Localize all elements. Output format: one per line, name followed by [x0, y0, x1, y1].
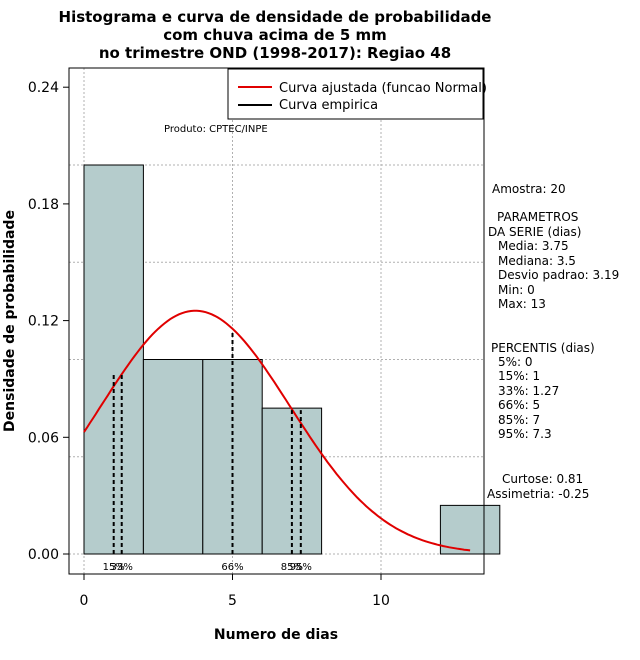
percentile-33: 33%: 1.27	[498, 384, 560, 398]
percentile-label: 15%	[103, 562, 125, 573]
normal-curve-line	[83, 309, 471, 552]
axes: 0.00 0.06 0.12 0.18 0.24 0 5 10	[28, 80, 390, 609]
skewness: Assimetria: -0.25	[487, 487, 590, 501]
x-tick-label: 0	[80, 593, 89, 609]
y-tick-label: 0.18	[28, 197, 59, 213]
stat-max: Max: 13	[498, 297, 546, 311]
legend-label-normal: Curva ajustada (funcao Normal)	[279, 81, 487, 96]
percentile-95: 95%: 7.3	[498, 427, 552, 441]
stat-sd: Desvio padrao: 3.19	[498, 268, 620, 282]
sample-size: Amostra: 20	[492, 182, 566, 196]
percentiles-title: PERCENTIS (dias)	[491, 341, 595, 355]
percentile-66: 66%: 5	[498, 398, 541, 412]
percentile-85: 85%: 7	[498, 413, 541, 427]
percentile-label: 85%	[281, 562, 303, 573]
percentile-5: 5%: 0	[498, 355, 533, 369]
histogram-bars	[83, 164, 501, 555]
x-tick-label: 5	[228, 593, 237, 609]
legend-box	[227, 68, 484, 120]
stat-mean: Media: 3.75	[498, 239, 569, 253]
product-annotation: Produto: CPTEC/INPE	[164, 124, 268, 135]
stat-min: Min: 0	[498, 283, 535, 297]
params-title-1: PARAMETROS	[497, 210, 579, 224]
legend: Curva ajustada (funcao Normal) Curva emp…	[227, 68, 487, 120]
histogram-bar	[142, 359, 204, 555]
chart-title-line2: com chuva acima de 5 mm	[163, 26, 387, 44]
x-axis-label: Numero de dias	[214, 627, 338, 643]
percentile-15: 15%: 1	[498, 369, 541, 383]
y-axis-label: Densidade de probabilidade	[2, 210, 18, 432]
params-title-2: DA SERIE (dias)	[488, 225, 582, 239]
y-tick-label: 0.06	[28, 430, 59, 446]
kurtosis: Curtose: 0.81	[502, 472, 584, 486]
percentile-label: 66%	[221, 562, 243, 573]
stat-median: Mediana: 3.5	[498, 254, 576, 268]
percentile-label: 33%	[111, 562, 133, 573]
percentile-label: 95%	[290, 562, 312, 573]
y-tick-label: 0.24	[28, 80, 59, 96]
y-tick-label: 0.12	[28, 314, 59, 330]
normal-curve	[83, 309, 471, 552]
histogram-bar	[439, 504, 501, 555]
x-tick-label: 10	[372, 593, 390, 609]
y-tick-label: 0.00	[28, 547, 59, 563]
legend-label-empirical: Curva empirica	[279, 98, 378, 113]
chart-title-line1: Histograma e curva de densidade de proba…	[59, 8, 492, 26]
chart-title-line3: no trimestre OND (1998-2017): Regiao 48	[99, 44, 451, 62]
percentile-lines: 15%33% 66% 85%95%	[103, 330, 312, 573]
